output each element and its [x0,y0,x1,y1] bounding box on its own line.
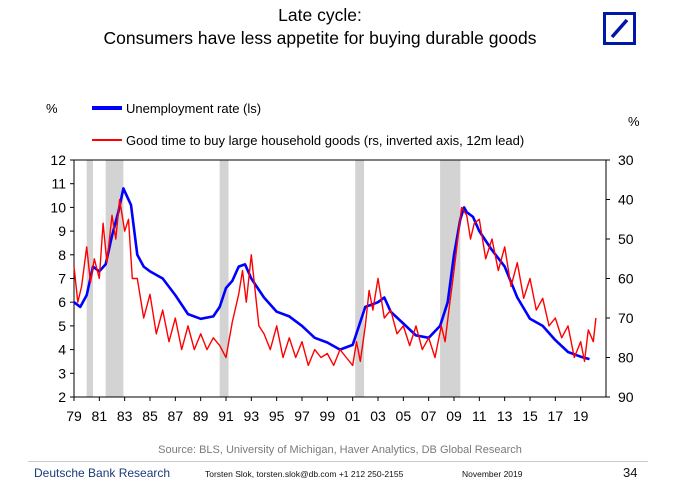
right-tick-label-1: 40 [618,192,634,208]
brand-name: Deutsche Bank Research [34,466,171,480]
x-tick-label-18: 15 [522,408,538,424]
right-tick-label-4: 70 [618,310,634,326]
x-tick-label-15: 09 [446,408,462,424]
left-tick-label-7: 9 [58,223,66,239]
right-axis-label: % [628,114,640,129]
right-tick-label-0: 30 [618,152,634,168]
legend-label-0: Unemployment rate (ls) [126,101,261,116]
good-time-to-buy-line [73,198,597,367]
unemployment-rate-line [73,187,590,361]
deutsche-bank-logo [603,12,636,45]
x-tick-label-6: 91 [218,408,234,424]
legend-label-1: Good time to buy large household goods (… [126,133,524,148]
x-tick-label-19: 17 [548,408,564,424]
left-tick-label-2: 4 [58,342,66,358]
x-tick-label-14: 07 [421,408,437,424]
recession-band-3 [355,160,365,397]
x-tick-label-3: 85 [142,408,158,424]
x-tick-label-11: 01 [345,408,361,424]
right-tick-label-5: 80 [618,350,634,366]
footer-divider [28,461,648,462]
title-line-1: Late cycle: [278,5,362,25]
x-tick-label-7: 93 [244,408,260,424]
report-date: November 2019 [462,469,523,479]
x-tick-label-4: 87 [168,408,184,424]
x-tick-label-13: 05 [396,408,412,424]
left-tick-label-1: 3 [58,365,66,381]
x-tick-label-8: 95 [269,408,285,424]
left-tick-label-10: 12 [50,152,66,168]
x-tick-label-5: 89 [193,408,209,424]
x-tick-label-17: 13 [497,408,513,424]
logo-slash [610,18,629,39]
x-tick-label-20: 19 [573,408,589,424]
logo-frame [603,12,636,45]
right-tick-label-6: 90 [618,389,634,405]
left-tick-label-3: 5 [58,318,66,334]
chart-title: Late cycle: Consumers have less appetite… [0,4,640,50]
right-tick-label-2: 50 [618,231,634,247]
title-line-2: Consumers have less appetite for buying … [103,28,537,48]
left-tick-label-9: 11 [51,176,66,192]
x-tick-label-10: 99 [320,408,336,424]
x-tick-label-0: 79 [66,408,82,424]
plot-frame [73,159,607,398]
left-tick-label-4: 6 [58,294,66,310]
left-tick-label-0: 2 [58,389,66,405]
source-note: Source: BLS, University of Michigan, Hav… [158,444,522,456]
x-tick-label-16: 11 [472,408,487,424]
x-tick-label-2: 83 [117,408,133,424]
x-tick-label-1: 81 [92,408,108,424]
author-contact: Torsten Slok, torsten.slok@db.com +1 212… [205,469,404,479]
x-tick-label-12: 03 [370,408,386,424]
left-axis-label: % [46,101,58,116]
recession-band-1 [105,160,124,397]
left-tick-label-8: 10 [50,199,66,215]
left-tick-label-6: 8 [58,247,66,263]
left-tick-label-5: 7 [58,271,66,287]
recession-band-2 [219,160,229,397]
page-number: 34 [623,465,638,480]
right-tick-label-3: 60 [618,271,634,287]
x-tick-label-9: 97 [294,408,310,424]
